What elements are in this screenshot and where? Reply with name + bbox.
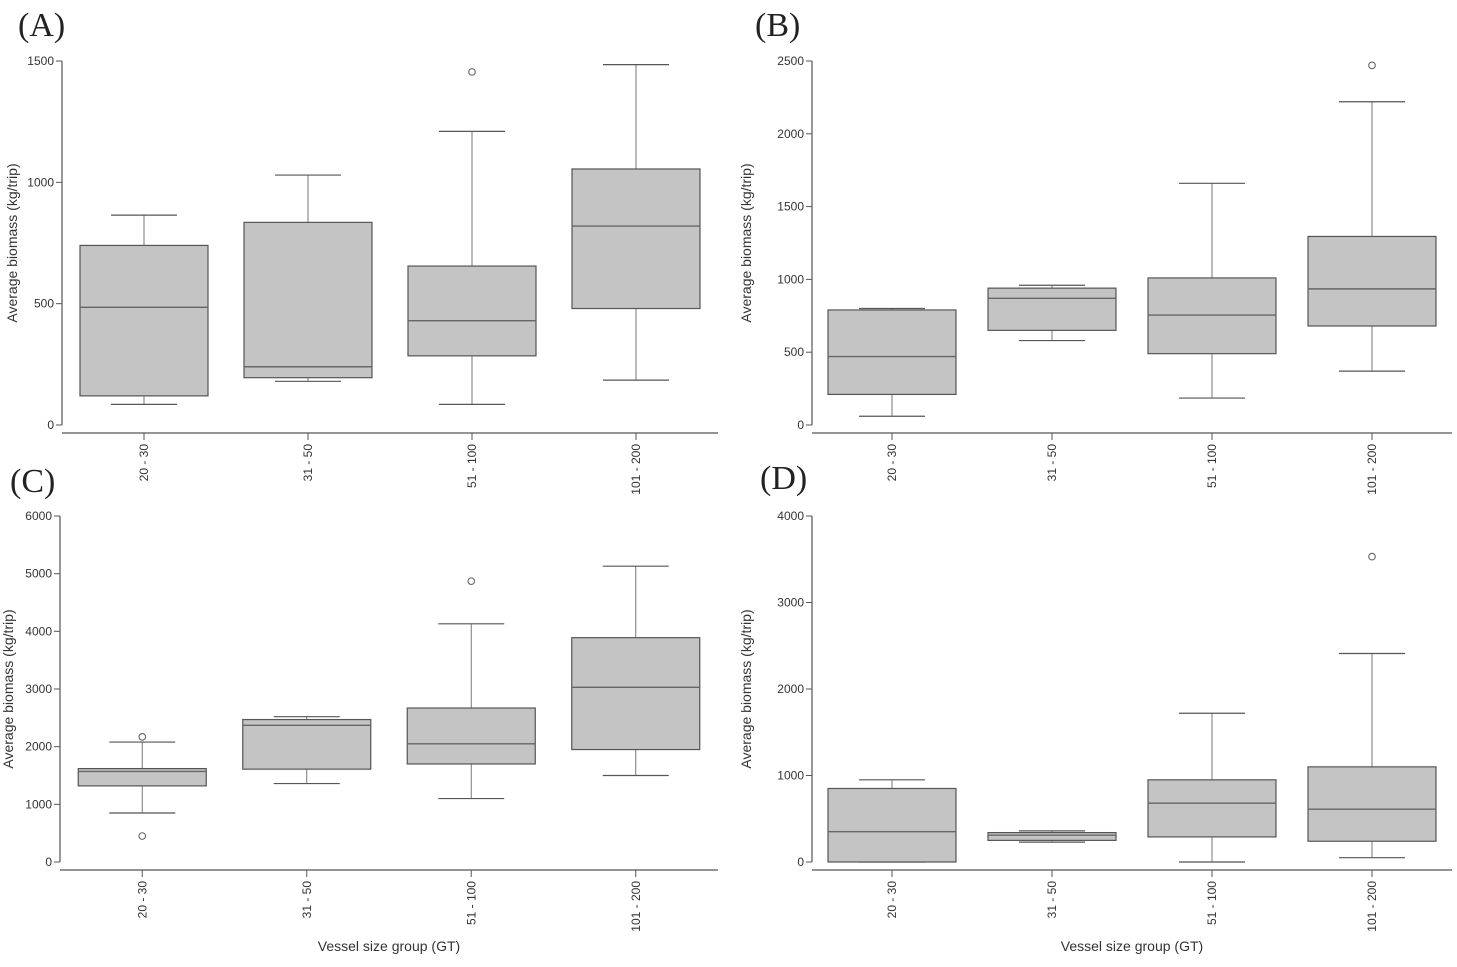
box-31-50 <box>987 284 1117 342</box>
y-tick-label: 5000 <box>25 567 52 581</box>
y-tick-label: 2000 <box>777 127 804 141</box>
box-51-100 <box>1147 712 1277 863</box>
y-tick-label: 0 <box>797 418 804 432</box>
iqr-box <box>77 767 207 787</box>
iqr-box <box>1307 766 1437 842</box>
iqr-box <box>243 221 373 379</box>
x-tick-label: 51 - 100 <box>464 881 478 925</box>
y-axis-label: Average biomass (kg/trip) <box>738 163 754 322</box>
panel-b: (B) 0 500 1000 1500 2000 2500 20 - 30 31 - 50 51 … <box>738 7 1452 495</box>
box-31-50 <box>242 716 372 785</box>
y-tick-label: 4000 <box>25 624 52 638</box>
x-tick-label: 101 - 200 <box>629 444 643 495</box>
y-tick-label: 3000 <box>777 596 804 610</box>
y-tick-label: 500 <box>34 297 54 311</box>
panel-a: (A) 0 500 1000 1500 20 - 30 31 - 50 51 - 100 101… <box>4 7 718 495</box>
y-tick-label: 2000 <box>25 740 52 754</box>
y-tick-label: 500 <box>784 345 804 359</box>
y-axis-label: Average biomass (kg/trip) <box>738 609 754 768</box>
x-axis-label: Vessel size group (GT) <box>318 938 460 954</box>
box-101-200 <box>1307 61 1437 372</box>
x-tick-label: 31 - 50 <box>1045 444 1059 482</box>
x-tick-label: 51 - 100 <box>1205 444 1219 488</box>
iqr-box <box>1307 235 1437 327</box>
y-tick-label: 1000 <box>27 175 54 189</box>
box-20-30 <box>77 733 207 840</box>
box-51-100 <box>407 68 537 405</box>
outlier-point <box>467 577 476 586</box>
iqr-box <box>827 309 957 396</box>
y-tick-label: 2500 <box>777 54 804 68</box>
x-tick-label: 31 - 50 <box>300 881 314 919</box>
box-20-30 <box>827 307 957 417</box>
x-tick-label: 51 - 100 <box>465 444 479 488</box>
iqr-box <box>571 637 701 751</box>
box-101-200 <box>571 565 701 777</box>
iqr-box <box>1147 277 1277 355</box>
y-axis-label: Average biomass (kg/trip) <box>0 609 16 768</box>
outlier-point <box>138 832 147 840</box>
box-101-200 <box>1307 552 1437 859</box>
iqr-box <box>407 265 537 357</box>
x-tick-label: 51 - 100 <box>1205 881 1219 925</box>
iqr-box <box>79 244 209 397</box>
panel-label: (A) <box>18 7 65 44</box>
box-31-50 <box>243 174 373 382</box>
iqr-box <box>987 287 1117 331</box>
y-tick-label: 1500 <box>777 200 804 214</box>
outlier-point <box>1368 61 1376 70</box>
box-51-100 <box>406 577 536 800</box>
y-tick-label: 0 <box>47 418 54 432</box>
outlier-point <box>138 733 147 741</box>
iqr-box <box>571 168 701 310</box>
x-tick-label: 31 - 50 <box>301 444 315 482</box>
y-tick-label: 0 <box>45 855 52 869</box>
outlier-point <box>1368 552 1376 561</box>
x-tick-label: 20 - 30 <box>885 881 899 919</box>
iqr-box <box>827 787 957 863</box>
panel-label: (C) <box>10 463 55 500</box>
y-tick-label: 3000 <box>25 682 52 696</box>
outlier-point <box>468 68 476 76</box>
x-tick-label: 20 - 30 <box>137 444 151 482</box>
box-31-50 <box>987 830 1117 843</box>
x-axis-label: Vessel size group (GT) <box>1061 938 1203 954</box>
x-tick-label: 101 - 200 <box>1365 881 1379 932</box>
y-tick-label: 1000 <box>777 769 804 783</box>
y-tick-label: 1500 <box>27 54 54 68</box>
y-tick-label: 4000 <box>777 509 804 523</box>
iqr-box <box>242 718 372 770</box>
x-tick-label: 20 - 30 <box>135 881 149 919</box>
iqr-box <box>406 707 536 765</box>
iqr-box <box>987 831 1117 841</box>
y-tick-label: 1000 <box>25 797 52 811</box>
panel-c: (C) 0 1000 2000 3000 4000 5000 6000 20 - 30 31 - … <box>0 463 718 954</box>
box-20-30 <box>827 779 957 863</box>
x-tick-label: 101 - 200 <box>629 881 643 932</box>
panel-label: (D) <box>760 460 807 497</box>
panel-d: (D) 0 1000 2000 3000 4000 20 - 30 31 - 50 51 - 1… <box>738 460 1452 954</box>
box-51-100 <box>1147 182 1277 399</box>
iqr-box <box>1147 779 1277 838</box>
y-tick-label: 2000 <box>777 682 804 696</box>
panel-label: (B) <box>755 7 800 44</box>
box-101-200 <box>571 64 701 381</box>
box-20-30 <box>79 214 209 405</box>
x-tick-label: 20 - 30 <box>885 444 899 482</box>
y-tick-label: 0 <box>797 855 804 869</box>
y-tick-label: 1000 <box>777 272 804 286</box>
y-axis-label: Average biomass (kg/trip) <box>4 163 20 322</box>
y-tick-label: 6000 <box>25 509 52 523</box>
x-tick-label: 101 - 200 <box>1365 444 1379 495</box>
x-tick-label: 31 - 50 <box>1045 881 1059 919</box>
